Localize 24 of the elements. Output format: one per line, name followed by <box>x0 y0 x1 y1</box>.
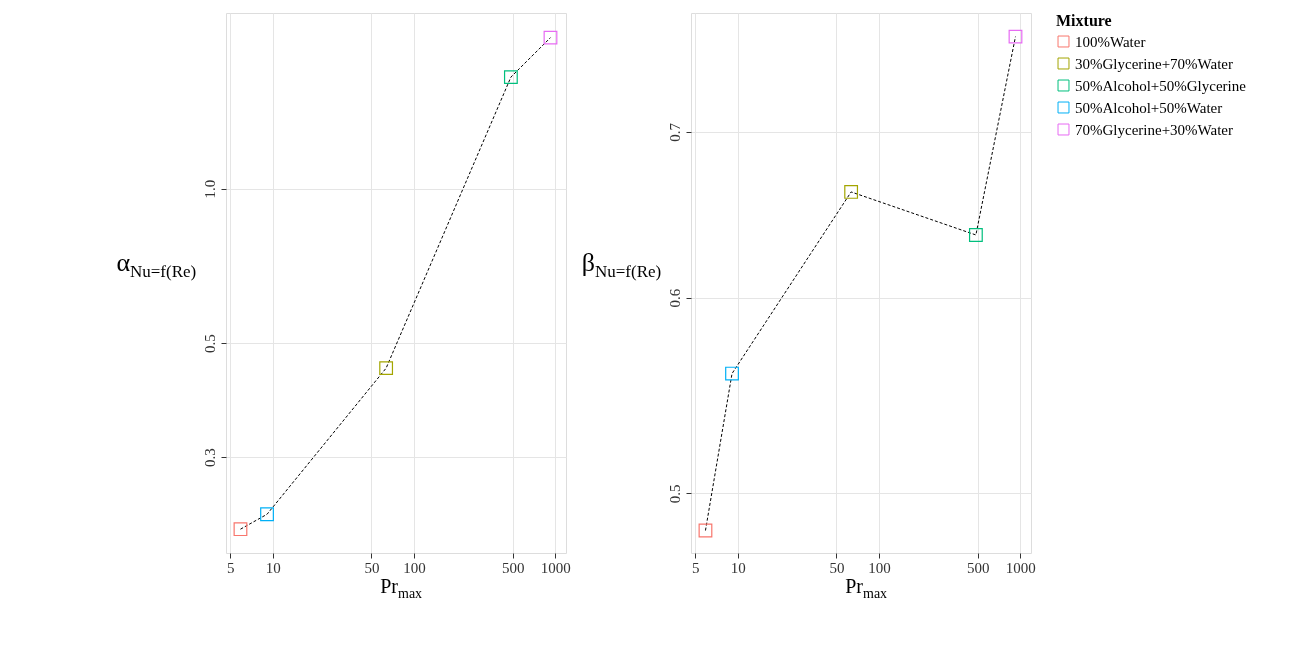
x-tick-label: 1000 <box>1005 559 1036 576</box>
x-tick-label: 5 <box>227 559 235 576</box>
x-tick-label: 500 <box>966 559 990 576</box>
y-tick-label: 0.3 <box>201 448 218 467</box>
legend-label: 50%Alcohol+50%Water <box>1075 99 1223 116</box>
legend-label: 50%Alcohol+50%Glycerine <box>1075 77 1247 94</box>
y-tick-label: 0.6 <box>666 288 683 308</box>
y-tick-label: 0.5 <box>666 484 683 504</box>
legend-label: 30%Glycerine+70%Water <box>1075 55 1234 72</box>
y-tick-label: 0.7 <box>666 122 683 142</box>
x-tick-label: 500 <box>501 559 525 576</box>
y-tick-label: 1.0 <box>201 179 218 199</box>
y-tick-label: 0.5 <box>201 334 218 354</box>
legend-label: 100%Water <box>1075 33 1146 50</box>
legend-label: 70%Glycerine+30%Water <box>1075 121 1234 138</box>
x-tick-label: 50 <box>829 559 845 576</box>
x-tick-label: 100 <box>868 559 891 576</box>
x-tick-label: 10 <box>730 559 746 576</box>
x-tick-label: 10 <box>265 559 281 576</box>
legend-title: Mixture <box>1056 12 1112 29</box>
x-tick-label: 100 <box>403 559 426 576</box>
x-tick-label: 5 <box>692 559 700 576</box>
x-tick-label: 1000 <box>540 559 571 576</box>
x-tick-label: 50 <box>364 559 380 576</box>
